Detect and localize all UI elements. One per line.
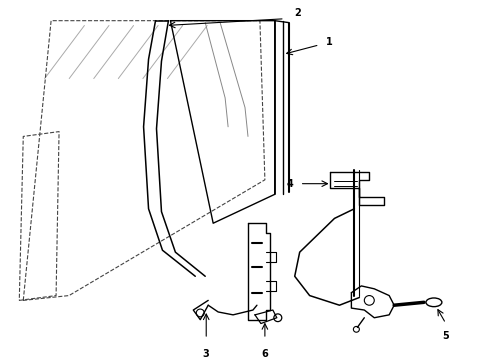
Text: 6: 6 xyxy=(262,348,268,359)
Text: 5: 5 xyxy=(442,331,449,341)
Text: 3: 3 xyxy=(203,348,210,359)
Text: 4: 4 xyxy=(287,179,294,189)
Text: 2: 2 xyxy=(294,8,301,18)
Text: 1: 1 xyxy=(325,37,332,47)
